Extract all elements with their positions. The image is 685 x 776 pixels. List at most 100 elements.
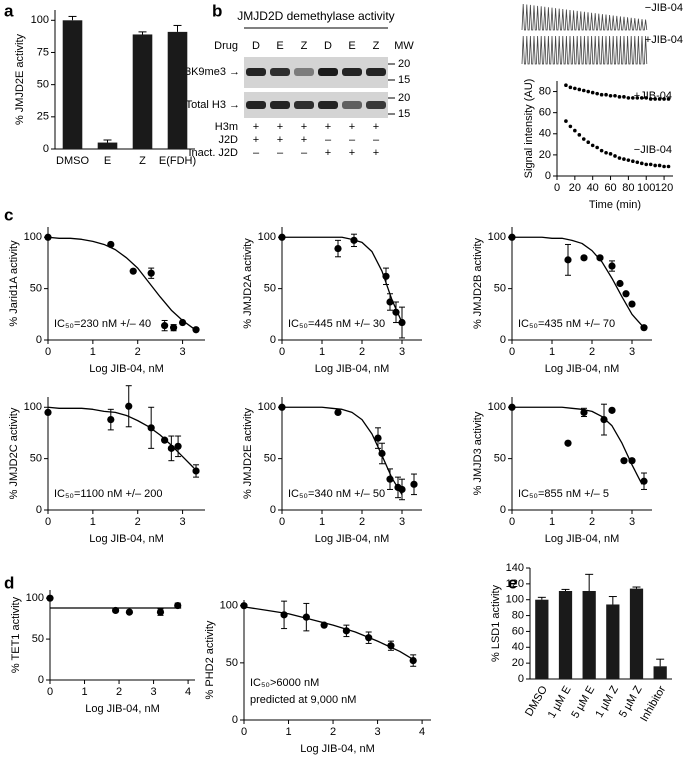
mw-marker: 20 — [398, 92, 410, 104]
point — [657, 97, 662, 101]
blot-image — [244, 57, 388, 88]
y-tick-label: 60 — [539, 107, 551, 119]
point — [410, 480, 418, 488]
point — [580, 408, 588, 417]
y-tick-label: 50 — [494, 453, 506, 465]
panel-label: a — [4, 1, 14, 20]
y-tick-label: 100 — [488, 401, 506, 413]
band — [270, 68, 290, 76]
point — [365, 634, 373, 642]
point — [170, 324, 178, 332]
point — [666, 164, 671, 169]
point — [613, 93, 617, 98]
fit-curve — [512, 406, 643, 485]
y-axis-label: Signal intensity (AU) — [523, 79, 535, 179]
x-tick-label: 2 — [135, 516, 141, 528]
band — [366, 101, 386, 109]
y-tick-label: 100 — [24, 231, 42, 243]
y-tick-label: 100 — [26, 592, 44, 604]
point — [599, 148, 604, 153]
fit-curve — [512, 236, 643, 327]
x-tick-label: E — [104, 155, 111, 167]
x-tick-label: 0 — [45, 516, 51, 528]
point — [350, 236, 358, 244]
point — [640, 324, 648, 332]
y-tick-label: 0 — [270, 504, 276, 516]
point — [648, 162, 653, 167]
y-tick-label: 40 — [512, 641, 524, 653]
point — [508, 233, 516, 241]
y-axis-label: % JMJD2E activity — [14, 33, 26, 125]
x-axis-label: Log JIB-04, nM — [300, 743, 375, 755]
y-tick-label: 50 — [30, 283, 42, 295]
annotation: IC₅₀=230 nM +/– 40 — [54, 318, 151, 330]
point — [617, 95, 622, 99]
point — [192, 326, 200, 334]
point — [653, 163, 657, 168]
point — [622, 290, 630, 298]
x-tick-label: 100 — [637, 182, 655, 194]
panel-label: e — [508, 573, 517, 592]
drug-label: Drug — [214, 40, 238, 52]
x-tick-label: 0 — [279, 346, 285, 358]
band-label: Total H3 → — [186, 99, 240, 111]
annotation: IC₅₀=855 nM +/– 5 — [518, 488, 609, 500]
drug: D — [252, 40, 260, 52]
point — [586, 89, 591, 94]
bar — [97, 142, 118, 149]
point — [608, 262, 616, 270]
blot-image — [244, 92, 388, 118]
sign: – — [253, 147, 260, 159]
point — [125, 402, 133, 410]
band — [318, 68, 338, 76]
point — [620, 457, 628, 465]
point — [278, 233, 286, 241]
y-tick-label: 0 — [38, 674, 44, 686]
band — [342, 101, 362, 109]
x-tick-label: 1 — [90, 516, 96, 528]
panel-label: c — [4, 205, 13, 224]
point — [626, 158, 631, 162]
point — [192, 467, 200, 475]
y-tick-label: 100 — [488, 231, 506, 243]
y-tick-label: 0 — [232, 714, 238, 726]
point — [644, 96, 649, 100]
band — [246, 101, 266, 109]
y-tick-label: 100 — [220, 600, 238, 612]
x-tick-label: 3 — [629, 346, 635, 358]
point — [342, 627, 351, 635]
point — [581, 88, 586, 93]
x-tick-label: 0 — [509, 516, 515, 528]
y-tick-label: 0 — [43, 143, 49, 155]
bar — [629, 588, 644, 679]
x-tick-label: 120 — [655, 182, 673, 194]
mw-label: MW — [394, 40, 414, 52]
x-tick-label: 1 — [90, 346, 96, 358]
y-axis-label: % TET1 activity — [10, 596, 22, 673]
y-tick-label: 50 — [32, 633, 44, 645]
point — [577, 133, 582, 137]
point — [657, 163, 662, 168]
point — [616, 279, 624, 288]
point — [631, 159, 635, 164]
point — [631, 96, 635, 100]
sign: + — [277, 134, 283, 146]
point — [644, 162, 649, 167]
x-tick-label: 40 — [587, 182, 599, 194]
point — [662, 97, 666, 101]
y-tick-label: 100 — [258, 231, 276, 243]
y-tick-label: 0 — [545, 170, 551, 182]
point — [46, 594, 54, 602]
x-tick-label: 0 — [279, 516, 285, 528]
y-tick-label: 50 — [264, 283, 276, 295]
x-tick-label: 3 — [180, 346, 186, 358]
point — [334, 244, 342, 253]
y-tick-label: 100 — [258, 401, 276, 413]
point — [596, 254, 604, 262]
y-tick-label: 20 — [512, 657, 524, 669]
sign: + — [301, 134, 307, 146]
y-tick-label: 50 — [226, 657, 238, 669]
annotation: IC₅₀=435 nM +/– 70 — [518, 318, 615, 330]
point — [595, 145, 599, 150]
point — [280, 611, 288, 619]
